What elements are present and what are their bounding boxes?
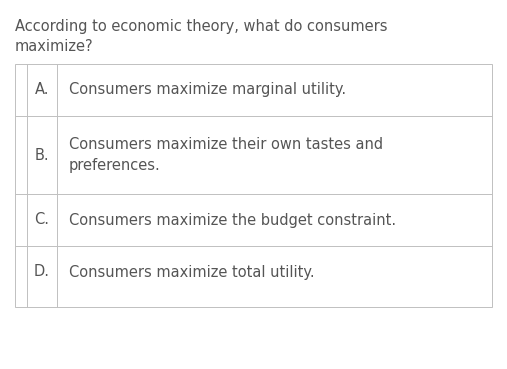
Bar bbox=[15, 64, 492, 307]
Text: Consumers maximize their own tastes and
preferences.: Consumers maximize their own tastes and … bbox=[69, 137, 383, 173]
Text: B.: B. bbox=[34, 148, 49, 162]
Text: Consumers maximize the budget constraint.: Consumers maximize the budget constraint… bbox=[69, 213, 396, 228]
Text: Consumers maximize total utility.: Consumers maximize total utility. bbox=[69, 265, 315, 279]
Text: A.: A. bbox=[35, 83, 49, 97]
Text: D.: D. bbox=[34, 265, 50, 279]
Text: Consumers maximize marginal utility.: Consumers maximize marginal utility. bbox=[69, 83, 346, 97]
Text: According to economic theory, what do consumers
maximize?: According to economic theory, what do co… bbox=[15, 19, 387, 54]
Text: C.: C. bbox=[34, 213, 50, 228]
